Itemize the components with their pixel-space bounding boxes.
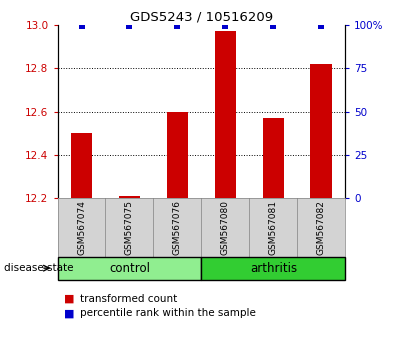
Text: GSM567074: GSM567074 (77, 200, 86, 255)
Text: disease state: disease state (4, 263, 74, 273)
Text: GSM567076: GSM567076 (173, 200, 182, 255)
Bar (310, 64, 332, 198)
Text: ■: ■ (64, 308, 74, 318)
Text: ■: ■ (64, 294, 74, 304)
Text: GSM567075: GSM567075 (125, 200, 134, 255)
Bar (263, 118, 284, 198)
Title: GDS5243 / 10516209: GDS5243 / 10516209 (130, 11, 273, 24)
Bar (215, 31, 236, 198)
Bar (201, 257, 345, 280)
Text: transformed count: transformed count (80, 294, 178, 304)
Text: percentile rank within the sample: percentile rank within the sample (80, 308, 256, 318)
Text: arthritis: arthritis (250, 262, 297, 275)
Text: GSM567081: GSM567081 (269, 200, 278, 255)
Bar (166, 112, 188, 198)
Bar (119, 196, 140, 198)
Text: GSM567082: GSM567082 (317, 200, 326, 255)
Bar (71, 133, 92, 198)
Text: control: control (109, 262, 150, 275)
Bar (58, 257, 201, 280)
Text: GSM567080: GSM567080 (221, 200, 230, 255)
